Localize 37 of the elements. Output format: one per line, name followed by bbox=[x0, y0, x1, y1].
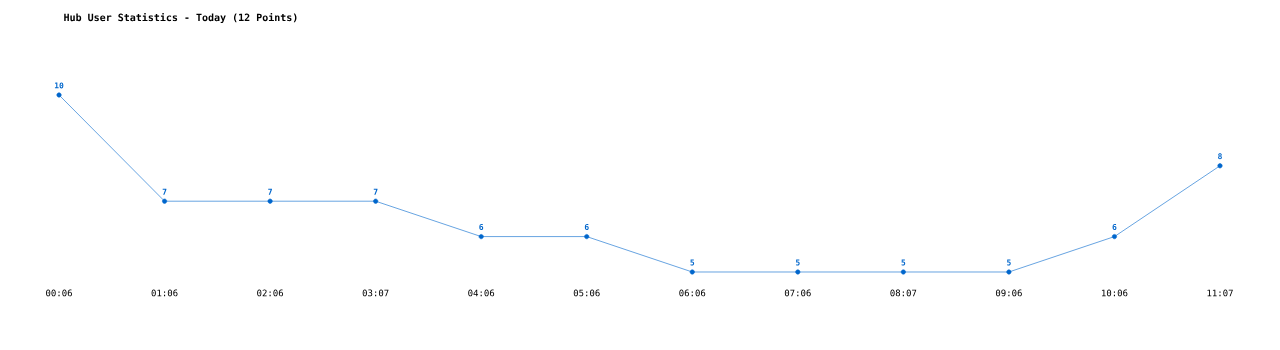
data-label: 6 bbox=[584, 224, 589, 231]
point bbox=[56, 92, 62, 98]
point bbox=[795, 269, 801, 275]
x-tick-label: 10:06 bbox=[1101, 289, 1128, 297]
data-label: 7 bbox=[162, 188, 167, 195]
x-tick-label: 04:06 bbox=[468, 289, 495, 297]
x-tick-label: 08:07 bbox=[890, 289, 917, 297]
data-label: 5 bbox=[795, 259, 800, 266]
x-tick-label: 01:06 bbox=[151, 289, 178, 297]
point bbox=[1111, 234, 1117, 240]
data-label: 5 bbox=[690, 259, 695, 266]
data-label: 7 bbox=[268, 188, 272, 195]
point bbox=[1006, 269, 1012, 275]
data-label: 10 bbox=[54, 82, 64, 89]
x-tick-label: 09:06 bbox=[995, 289, 1022, 297]
point bbox=[689, 269, 695, 275]
data-label: 8 bbox=[1218, 153, 1222, 160]
data-label: 6 bbox=[1112, 224, 1117, 231]
point bbox=[373, 198, 379, 204]
data-label: 5 bbox=[1007, 259, 1011, 266]
chart-title: Hub User Statistics - Today (12 Points) bbox=[64, 12, 297, 24]
point bbox=[267, 198, 273, 204]
x-tick-label: 06:06 bbox=[679, 289, 706, 297]
x-tick-label: 07:06 bbox=[784, 289, 811, 297]
x-tick-label: 03:07 bbox=[362, 289, 389, 297]
data-label: 7 bbox=[373, 188, 378, 195]
data-label: 5 bbox=[901, 259, 906, 266]
x-tick-label: 05:06 bbox=[573, 289, 600, 297]
point bbox=[478, 234, 484, 240]
data-label: 6 bbox=[479, 224, 484, 231]
x-tick-label: 00:06 bbox=[46, 289, 72, 297]
x-tick-label: 11:07 bbox=[1207, 289, 1233, 297]
point bbox=[162, 198, 168, 204]
x-tick-label: 02:06 bbox=[257, 289, 284, 297]
point bbox=[584, 234, 590, 240]
point bbox=[900, 269, 906, 275]
point bbox=[1217, 163, 1223, 169]
